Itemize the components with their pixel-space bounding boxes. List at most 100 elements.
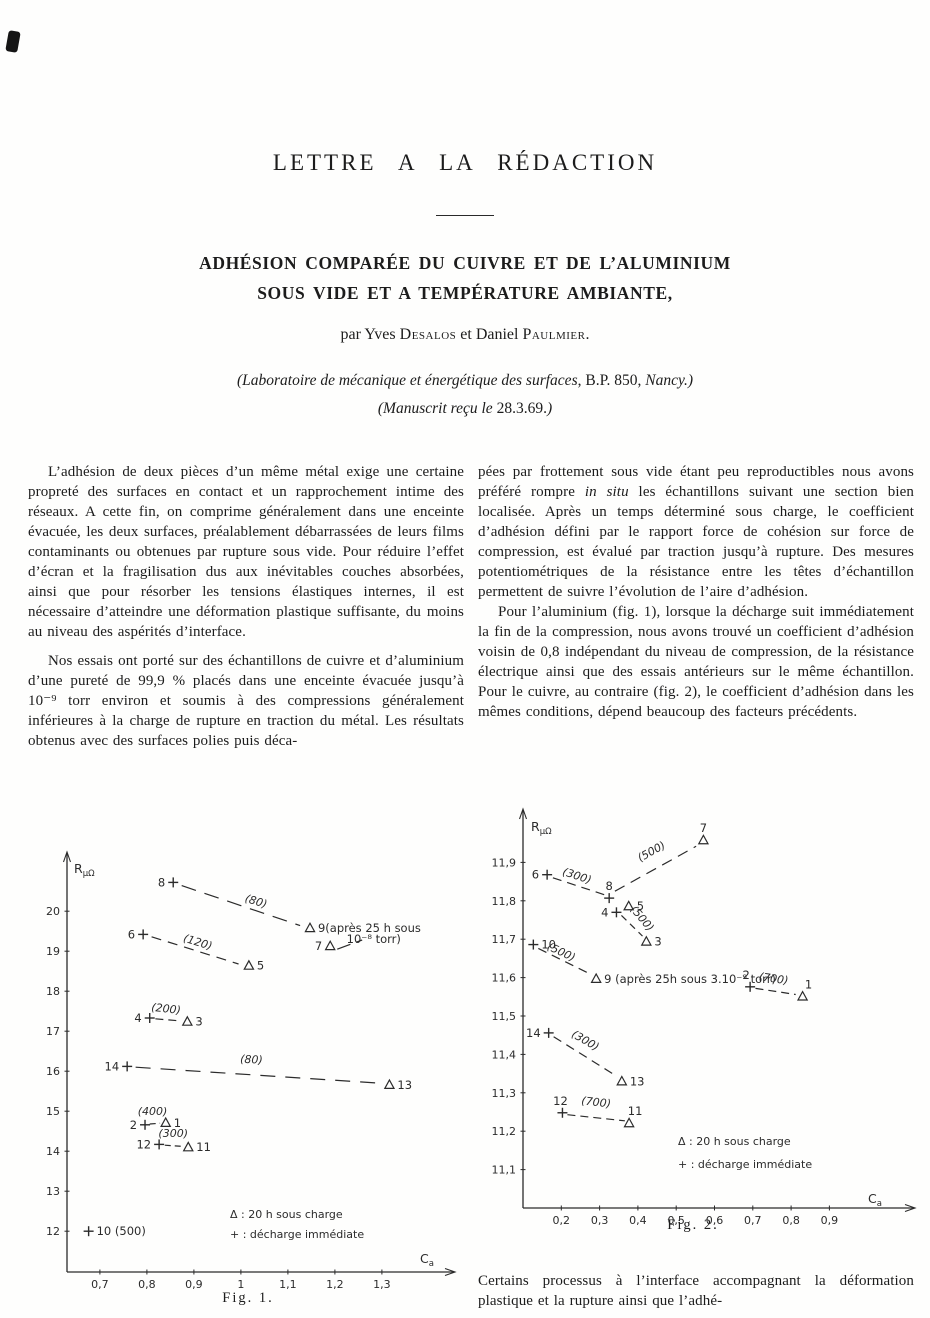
svg-text:(500): (500)	[635, 839, 667, 865]
svg-text:1,3: 1,3	[373, 1278, 391, 1291]
svg-text:7: 7	[700, 821, 707, 835]
svg-text:0,6: 0,6	[706, 1214, 724, 1227]
svg-text:10 (500): 10 (500)	[97, 1224, 146, 1238]
figure-2-chart: 0,2 0,3 0,4 0,5 0,6 0,7 0,8 0,9 11,9 11,8 11,7 11,6…	[492, 807, 917, 1233]
svg-text:11,6: 11,6	[492, 972, 517, 985]
article-title-line1: ADHÉSION COMPARÉE DU CUIVRE ET DE L’ALUM…	[199, 253, 731, 273]
svg-text:Ca: Ca	[868, 1191, 882, 1209]
svg-text:14: 14	[46, 1145, 60, 1158]
svg-text:1: 1	[174, 1116, 181, 1130]
svg-text:13: 13	[46, 1185, 60, 1198]
svg-text:Δ : 20 h sous charge: Δ : 20 h sous charge	[230, 1208, 343, 1221]
svg-text:20: 20	[46, 905, 60, 918]
svg-text:14: 14	[105, 1059, 120, 1073]
svg-text:11,1: 11,1	[492, 1164, 517, 1177]
svg-text:0,7: 0,7	[91, 1278, 109, 1291]
svg-text:(700): (700)	[758, 970, 789, 987]
body-paragraph: Nos essais ont porté sur des échantillon…	[28, 653, 464, 749]
figure-1-chart: 0,7 0,8 0,9 1 1,1 1,2 1,3201918171615141312RμΩ…	[46, 850, 457, 1306]
svg-text:11: 11	[628, 1104, 643, 1118]
affiliation-line: (Laboratoire de mécanique et énergétique…	[236, 372, 694, 389]
svg-text:(700): (700)	[581, 1094, 612, 1110]
svg-text:9 (après 25h sous 3.10⁻⁹ torr): 9 (après 25h sous 3.10⁻⁹ torr)	[604, 972, 776, 986]
svg-text:11,2: 11,2	[492, 1125, 517, 1138]
svg-text:11,7: 11,7	[492, 933, 517, 946]
svg-text:(120): (120)	[182, 932, 214, 953]
svg-text:+ : décharge immédiate: + : décharge immédiate	[230, 1228, 364, 1241]
svg-text:0,8: 0,8	[782, 1214, 800, 1227]
authors-line: par Yves Desalos et Daniel Paulmier.	[340, 326, 590, 343]
svg-text:+ : décharge immédiate: + : décharge immédiate	[678, 1158, 812, 1171]
svg-text:0,9: 0,9	[185, 1278, 203, 1291]
svg-text:18: 18	[46, 985, 60, 998]
svg-text:1,2: 1,2	[326, 1278, 344, 1291]
svg-text:11,4: 11,4	[492, 1048, 517, 1061]
svg-text:11,3: 11,3	[492, 1087, 517, 1100]
page-title: LETTRE A LA RÉDACTION	[272, 150, 658, 175]
svg-text:12: 12	[46, 1225, 60, 1238]
svg-text:0,7: 0,7	[744, 1214, 762, 1227]
svg-text:19: 19	[46, 945, 60, 958]
svg-text:(200): (200)	[151, 1001, 182, 1017]
svg-text:2: 2	[130, 1118, 137, 1132]
svg-text:(80): (80)	[240, 1053, 263, 1067]
svg-text:0,9: 0,9	[821, 1214, 839, 1227]
svg-text:11: 11	[196, 1140, 211, 1154]
svg-text:Ca: Ca	[420, 1251, 434, 1269]
body-paragraph: Certains processus à l’interface accompa…	[478, 1273, 914, 1309]
body-paragraph: Pour l’aluminium (fig. 1), lorsque la dé…	[478, 604, 914, 720]
svg-text:(400): (400)	[138, 1105, 168, 1118]
svg-text:10⁻⁸ torr): 10⁻⁸ torr)	[347, 932, 401, 946]
body-paragraph: L’adhésion de deux pièces d’un même méta…	[28, 464, 464, 640]
svg-text:0,3: 0,3	[591, 1214, 609, 1227]
svg-text:9(après 25 h sous: 9(après 25 h sous	[318, 921, 421, 935]
svg-text:11,9: 11,9	[492, 856, 517, 869]
svg-text:17: 17	[46, 1025, 60, 1038]
svg-text:RμΩ: RμΩ	[531, 819, 552, 837]
svg-text:16: 16	[46, 1065, 60, 1078]
svg-text:1: 1	[237, 1278, 244, 1291]
svg-text:3: 3	[654, 935, 661, 949]
svg-text:5: 5	[257, 959, 264, 973]
svg-text:(300): (300)	[158, 1127, 188, 1140]
svg-text:11,8: 11,8	[492, 895, 517, 908]
svg-text:RμΩ: RμΩ	[74, 861, 95, 879]
svg-text:4: 4	[601, 905, 608, 919]
svg-text:13: 13	[630, 1074, 645, 1088]
svg-text:0,8: 0,8	[138, 1278, 156, 1291]
svg-text:6: 6	[128, 927, 135, 941]
body-paragraph: pées par frottement sous vide étant peu …	[478, 464, 914, 600]
svg-text:(80): (80)	[243, 892, 268, 911]
right-column: pées par frottement sous vide étant peu …	[478, 462, 914, 722]
svg-text:8: 8	[606, 879, 613, 893]
svg-text:Fig. 1.: Fig. 1.	[222, 1290, 273, 1306]
svg-text:1,1: 1,1	[279, 1278, 297, 1291]
svg-text:7: 7	[315, 939, 322, 953]
svg-text:(300): (300)	[561, 865, 593, 887]
manuscript-received-line: (Manuscrit reçu le 28.3.69.)	[377, 400, 553, 417]
svg-text:0,4: 0,4	[629, 1214, 647, 1227]
article-title-line2: SOUS VIDE ET A TEMPÉRATURE AMBIANTE,	[257, 283, 673, 303]
left-column: L’adhésion de deux pièces d’un même méta…	[28, 462, 464, 751]
svg-text:8: 8	[158, 875, 165, 889]
scan-artifact	[5, 30, 21, 53]
svg-text:(300): (300)	[569, 1028, 601, 1054]
svg-text:10: 10	[541, 938, 556, 952]
svg-text:2: 2	[742, 968, 749, 982]
svg-text:Δ : 20 h sous charge: Δ : 20 h sous charge	[678, 1135, 791, 1148]
svg-text:11,5: 11,5	[492, 1010, 517, 1023]
svg-text:Fig. 2.: Fig. 2.	[667, 1217, 718, 1233]
svg-text:3: 3	[195, 1015, 202, 1029]
svg-text:1: 1	[805, 977, 812, 991]
title-separator	[436, 215, 494, 216]
svg-text:0,5: 0,5	[667, 1214, 685, 1227]
svg-text:12: 12	[553, 1094, 568, 1108]
svg-text:0,2: 0,2	[553, 1214, 571, 1227]
svg-text:14: 14	[526, 1026, 541, 1040]
svg-text:6: 6	[532, 868, 539, 882]
svg-text:5: 5	[637, 899, 644, 913]
svg-text:12: 12	[136, 1137, 151, 1151]
svg-text:4: 4	[134, 1011, 141, 1025]
svg-text:15: 15	[46, 1105, 60, 1118]
